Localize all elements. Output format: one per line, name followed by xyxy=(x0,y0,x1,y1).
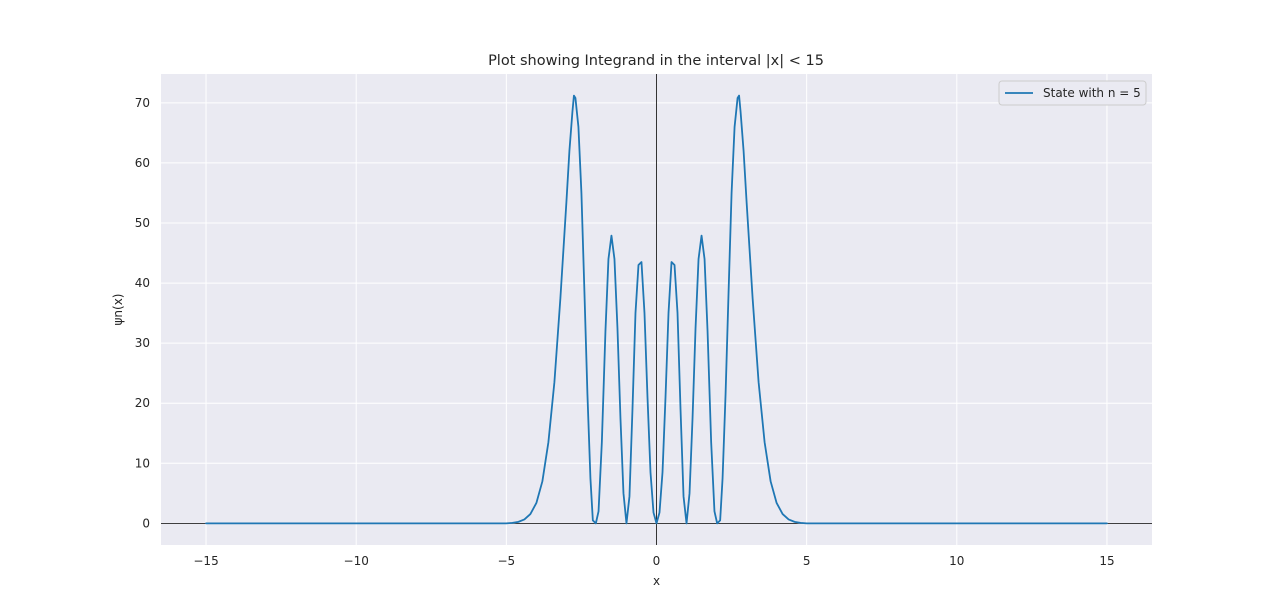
y-tick-label: 70 xyxy=(135,96,150,110)
y-tick-label: 40 xyxy=(135,276,150,290)
y-tick-label: 50 xyxy=(135,216,150,230)
y-tick-label: 60 xyxy=(135,156,150,170)
y-tick-label: 10 xyxy=(135,456,150,470)
y-axis-ticks: 0 10 20 30 40 50 60 70 xyxy=(135,96,150,531)
y-tick-label: 30 xyxy=(135,336,150,350)
series-line xyxy=(205,94,1108,525)
chart-title: Plot showing Integrand in the interval |… xyxy=(488,53,824,69)
x-axis-label: x xyxy=(653,574,660,588)
legend: State with n = 5 xyxy=(998,80,1147,106)
x-tick-label: −5 xyxy=(497,554,515,568)
x-tick-label: −10 xyxy=(344,554,369,568)
y-tick-label: 0 xyxy=(142,516,150,530)
legend-box xyxy=(998,80,1147,106)
legend-label: State with n = 5 xyxy=(1043,86,1141,100)
x-axis-ticks: −15 −10 −5 0 5 10 15 xyxy=(193,554,1114,568)
x-tick-label: 10 xyxy=(949,554,964,568)
x-tick-label: 15 xyxy=(1099,554,1114,568)
series-group xyxy=(205,94,1108,525)
x-tick-label: −15 xyxy=(193,554,218,568)
x-tick-label: 5 xyxy=(803,554,811,568)
y-axis-label: ψn(x) xyxy=(111,294,125,326)
y-tick-label: 20 xyxy=(135,396,150,410)
x-tick-label: 0 xyxy=(653,554,661,568)
